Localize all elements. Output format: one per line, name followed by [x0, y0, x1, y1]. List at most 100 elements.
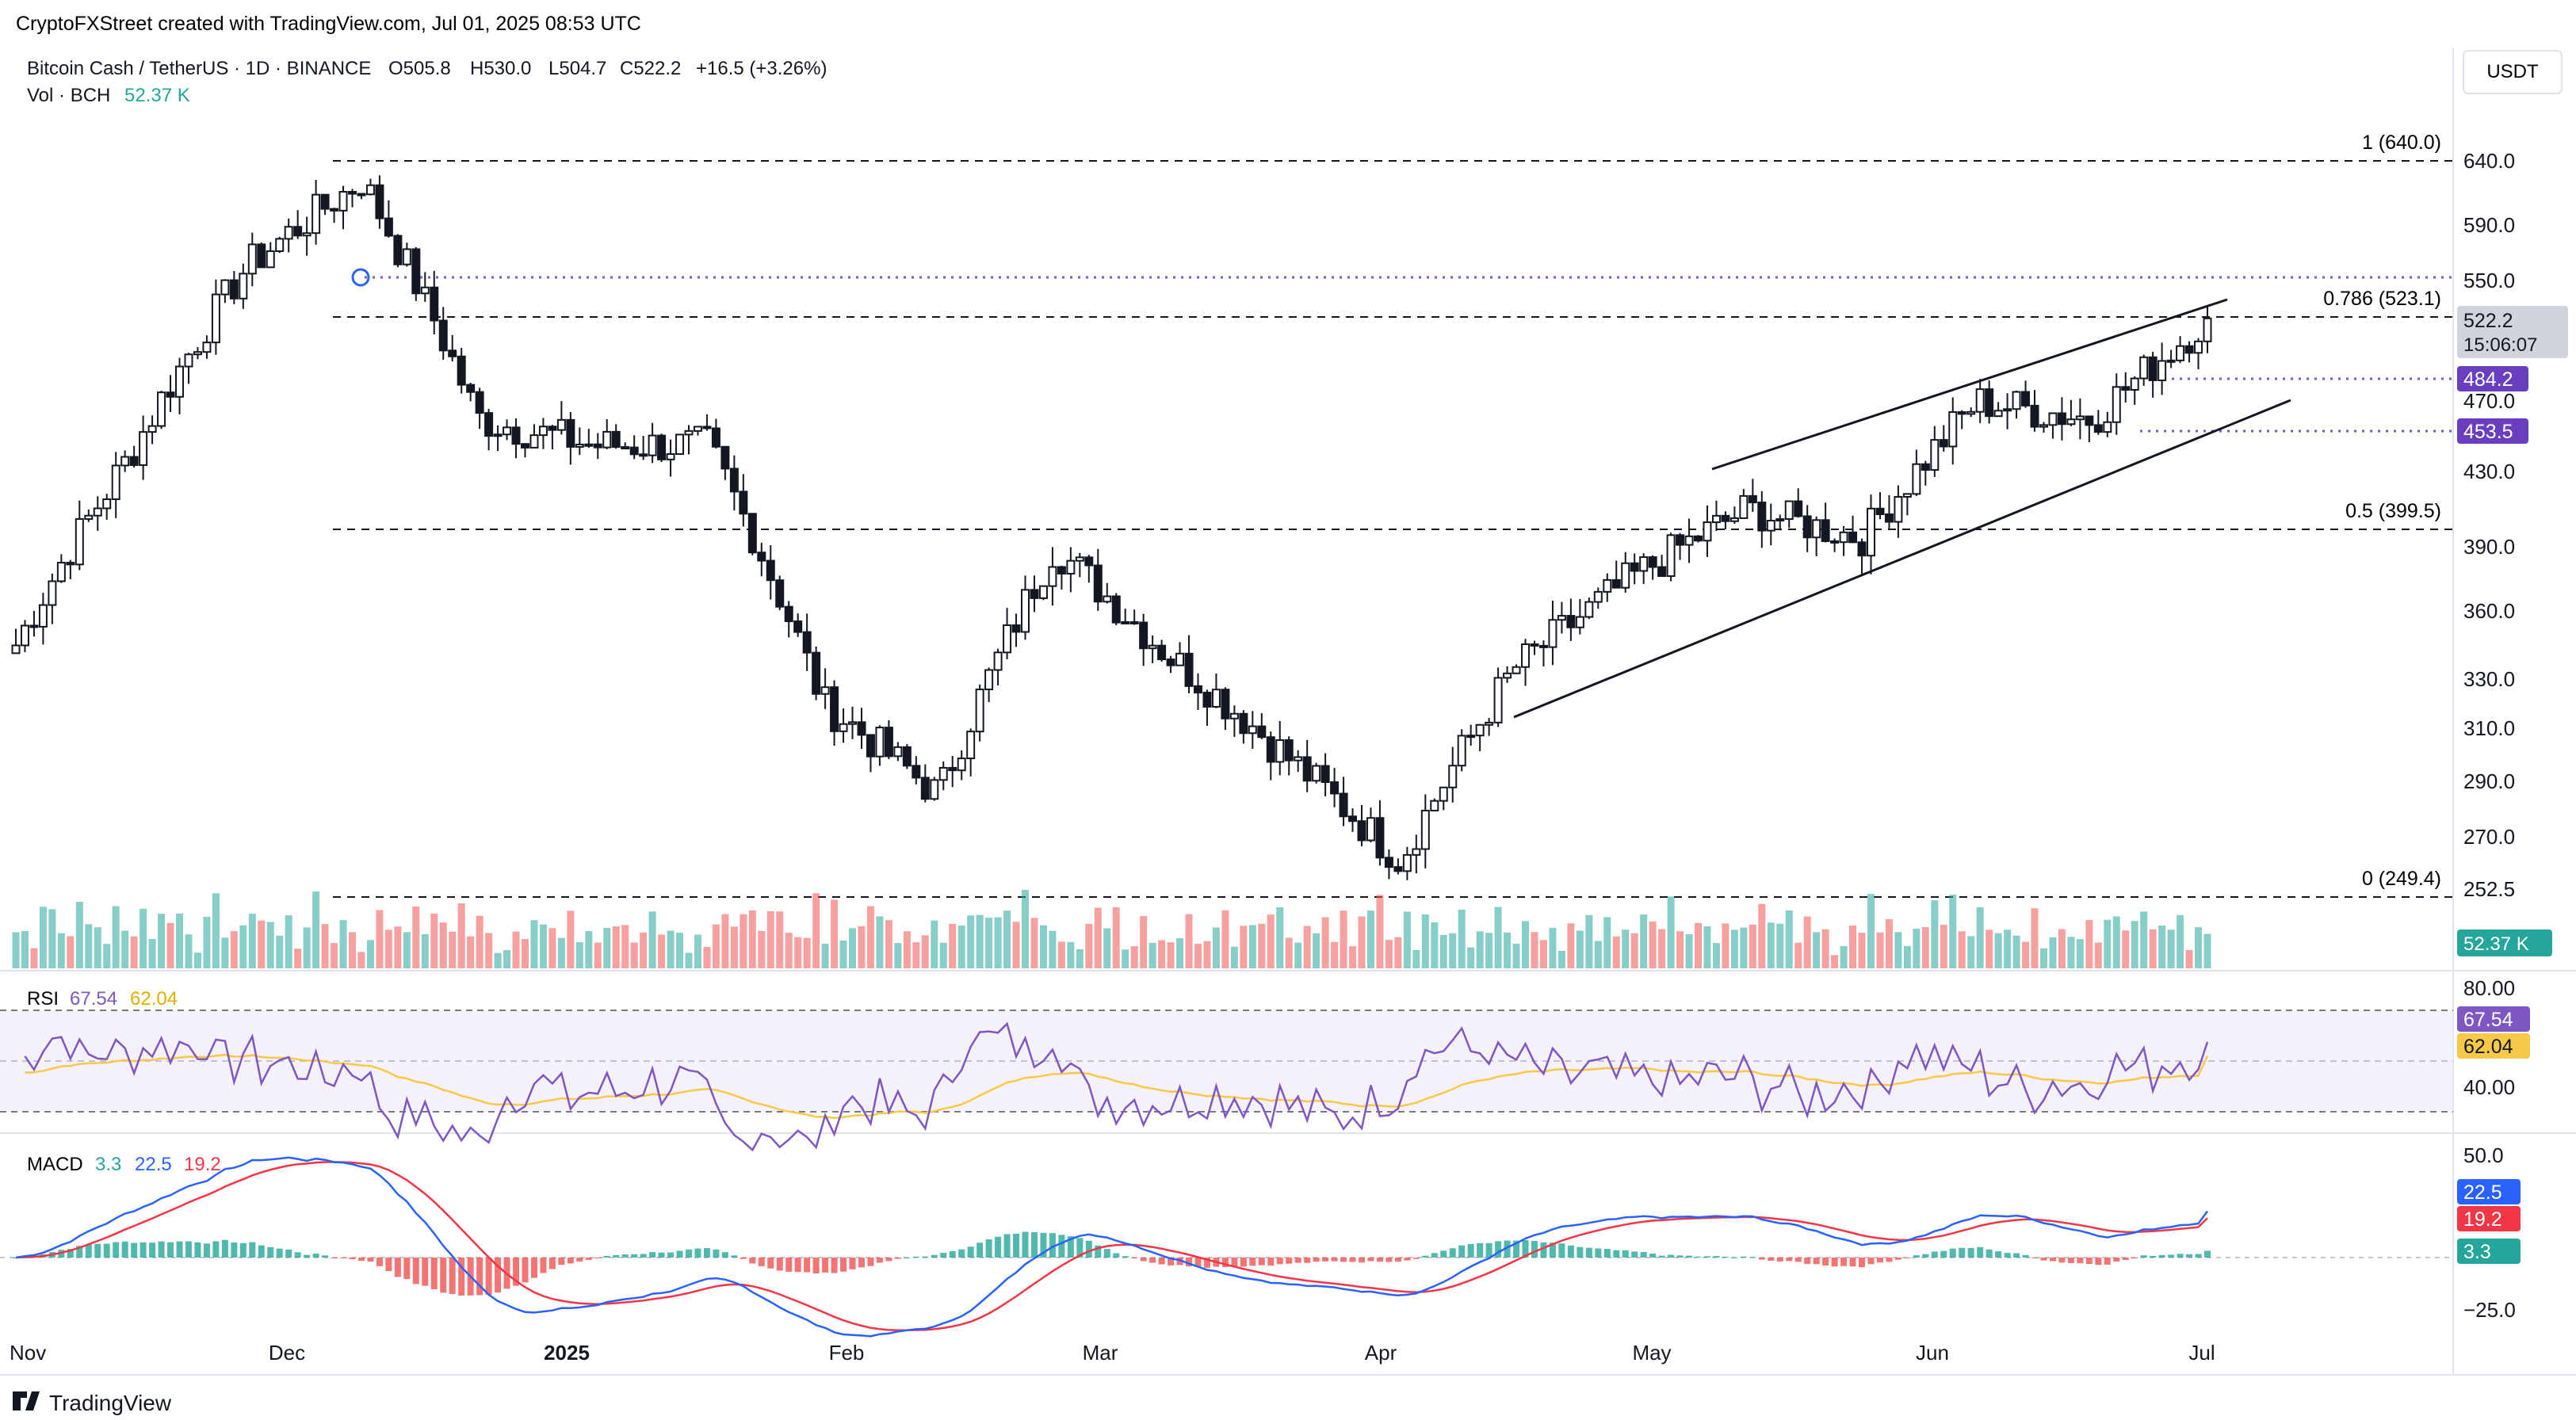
volume-bar [1722, 923, 1729, 968]
volume-bar [1112, 907, 1120, 968]
channel-upper-line[interactable] [1711, 298, 2228, 471]
volume-bar [1512, 943, 1520, 968]
tradingview-logo[interactable]: TradingView [13, 1391, 172, 1415]
macd-hist-bar [1649, 1254, 1657, 1258]
volume-bar [1158, 940, 1166, 968]
time-axis[interactable]: Nov Dec 2025 Feb Mar Apr May Jun Jul [10, 1341, 2215, 1365]
candle [766, 559, 775, 582]
fibonacci-levels[interactable]: 1 (640.0) 0.786 (523.1) 0.5 (399.5) 0 (2… [333, 132, 2453, 898]
channel-lower-line[interactable] [1513, 399, 2291, 719]
macd-hist-bar [1876, 1258, 1883, 1263]
macd-hist-bar [686, 1249, 693, 1258]
volume-bar [1504, 932, 1512, 968]
candle [1048, 566, 1057, 587]
macd-hist-bar [1522, 1240, 1529, 1258]
candle [1557, 615, 1566, 621]
volume-bar [903, 931, 911, 968]
macd-hist-bar [185, 1241, 192, 1258]
macd-hist-bar [1922, 1254, 1929, 1258]
macd-hist-bar [1122, 1256, 1129, 1258]
volume-bar [221, 937, 229, 968]
volume-bar [1130, 946, 1138, 968]
macd-hist-bar [822, 1258, 829, 1273]
candle [1639, 556, 1649, 572]
macd-hist-bar [167, 1242, 174, 1258]
volume-bar [740, 914, 747, 968]
volume-bar [1167, 942, 1175, 968]
volume-bar [140, 908, 147, 968]
macd-hist-bar [885, 1258, 892, 1262]
volume-bar [603, 928, 611, 968]
volume-value: 52.37 K [124, 85, 190, 106]
macd-hist-bar [376, 1258, 383, 1266]
volume-bar [103, 944, 111, 968]
candle [320, 193, 330, 210]
volume-bar [2203, 933, 2211, 968]
rsi-badge-label: 67.54 [2463, 1009, 2513, 1031]
candle [1275, 739, 1285, 763]
volume-bar [303, 927, 311, 968]
macd-hist-bar [121, 1241, 128, 1258]
volume-bar [1267, 914, 1275, 968]
volume-bar [1858, 933, 1866, 968]
volume-bar [1313, 933, 1320, 968]
macd-hist-bar [1894, 1258, 1901, 1260]
macd-hist-bar [1022, 1231, 1029, 1258]
currency-button[interactable]: USDT [2463, 50, 2563, 94]
macd-panel[interactable]: MACD 3.3 22.5 19.2 50.0 −25.0 22.5 19.2 … [0, 1143, 2521, 1338]
rsi-tick: 80.00 [2463, 976, 2515, 1000]
volume-bar [1612, 936, 1620, 968]
macd-hist-bar [1085, 1240, 1092, 1258]
candle [411, 248, 421, 295]
macd-hist-bar [2204, 1250, 2211, 1258]
price-axis[interactable]: 640.0 590.0 550.0 470.0 430.0 390.0 360.… [2457, 149, 2568, 956]
candle [375, 184, 384, 219]
candle [912, 765, 921, 779]
rsi-panel[interactable]: RSI 67.54 62.04 80.00 40.00 67.54 62.04 [0, 976, 2530, 1152]
volume-bar [121, 930, 129, 968]
candle [538, 426, 548, 437]
macd-hist-bar [1294, 1258, 1301, 1263]
volume-bar [876, 916, 884, 968]
candle [1575, 616, 1584, 628]
macd-hist-bar [485, 1258, 492, 1296]
volume-bar [1185, 914, 1193, 968]
macd-hist-bar [867, 1258, 874, 1266]
candle [1739, 494, 1749, 519]
fib-anchor-handle[interactable] [351, 268, 370, 287]
candle [548, 426, 557, 431]
candle [1548, 619, 1557, 648]
candle [757, 552, 766, 562]
macd-hist-bar [676, 1250, 683, 1258]
macd-hist-bar [922, 1256, 929, 1258]
volume-bar [339, 920, 347, 968]
macd-hist-bar [1467, 1243, 1474, 1258]
volume-bar [1358, 916, 1366, 968]
candle [1485, 721, 1494, 726]
candle [2048, 412, 2058, 426]
macd-hist-bar [131, 1242, 138, 1258]
volume-bar [803, 937, 811, 968]
macd-hist-bar [495, 1258, 502, 1293]
candle [1103, 595, 1112, 603]
countdown-label: 15:06:07 [2463, 334, 2537, 356]
volume-bar [676, 933, 684, 968]
macd-hist-bar [1349, 1258, 1356, 1262]
volume-bar [821, 944, 829, 968]
macd-hist-bar [1967, 1247, 1974, 1258]
candle [1566, 615, 1576, 628]
volume-bar [1067, 941, 1075, 968]
volume-bar [403, 932, 411, 968]
candle [1457, 735, 1466, 767]
macd-hist-bar [1385, 1258, 1393, 1262]
macd-hist-bar [540, 1258, 547, 1273]
volume-bar [357, 952, 365, 968]
macd-signal-value: 19.2 [184, 1154, 221, 1175]
candle [275, 238, 285, 252]
volume-bar [1676, 931, 1684, 968]
macd-hist-bar [1613, 1250, 1620, 1258]
volume-bar [575, 941, 583, 968]
candle [84, 514, 94, 520]
volume-bar [94, 927, 101, 968]
